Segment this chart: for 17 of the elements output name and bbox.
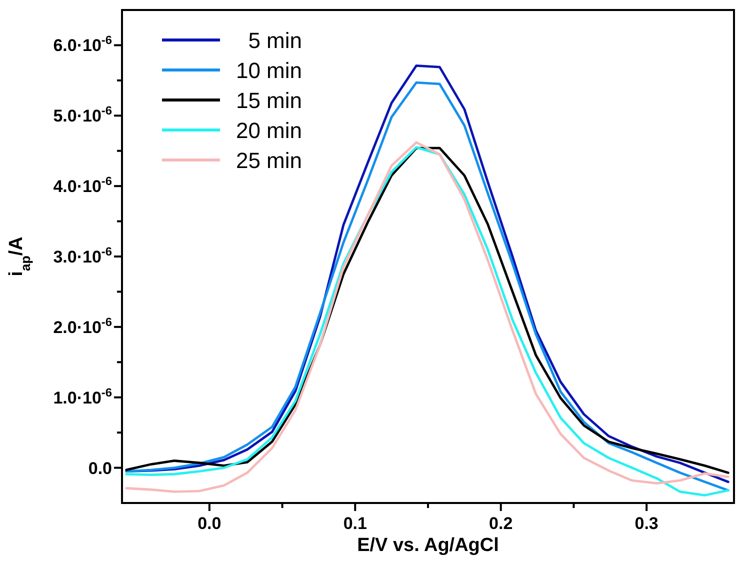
legend-label: 15 min: [236, 88, 302, 113]
y-tick-label: 3.0·10$^{-6}$: [53, 244, 112, 266]
x-tick-label: 0.3: [634, 514, 658, 533]
x-tick-label: 0.1: [343, 514, 367, 533]
x-tick-label: 0.2: [489, 514, 513, 533]
legend-label: 25 min: [236, 148, 302, 173]
x-axis-title: E/V vs. Ag/AgCl: [357, 535, 499, 556]
x-tick-label: 0.0: [198, 514, 222, 533]
y-tick-label: 1.0·10$^{-6}$: [53, 385, 112, 408]
legend-label: 20 min: [236, 118, 302, 143]
legend-label: 5 min: [248, 28, 302, 53]
y-tick-label: 4.0·10$^{-6}$: [53, 174, 112, 196]
y-tick-label: 2.0·10$^{-6}$: [53, 314, 112, 337]
y-tick-label: 0.0: [88, 458, 112, 478]
legend-label: 10 min: [236, 58, 302, 83]
y-tick-label: 6.0·10$^{-6}$: [53, 33, 112, 56]
y-tick-label: 5.0·10$^{-6}$: [53, 104, 112, 126]
